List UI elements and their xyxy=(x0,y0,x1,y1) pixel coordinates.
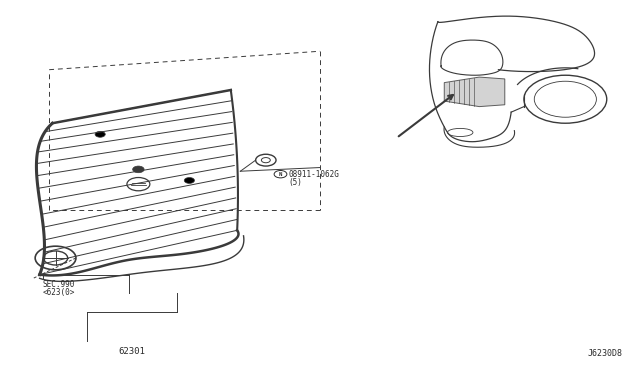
Text: 08911-1062G: 08911-1062G xyxy=(289,170,340,179)
Text: <623(0>: <623(0> xyxy=(43,288,75,296)
Text: 62301: 62301 xyxy=(118,347,145,356)
Circle shape xyxy=(132,166,144,173)
Text: (5): (5) xyxy=(289,178,303,187)
Text: SEC.990: SEC.990 xyxy=(43,280,75,289)
Circle shape xyxy=(184,177,195,183)
Polygon shape xyxy=(444,77,505,107)
Text: J6230D8: J6230D8 xyxy=(588,349,623,358)
Circle shape xyxy=(95,131,105,137)
Text: N: N xyxy=(279,172,282,177)
